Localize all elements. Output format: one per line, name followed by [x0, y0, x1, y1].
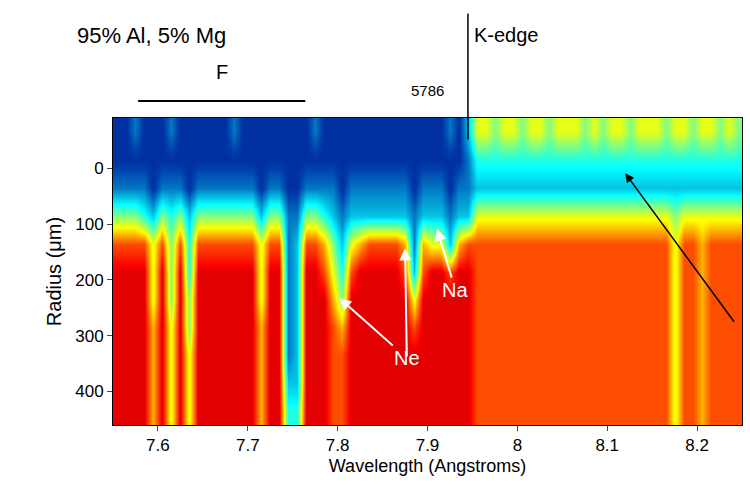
svg-text:200: 200 [75, 271, 103, 290]
svg-text:K-edge: K-edge [474, 24, 539, 46]
svg-text:Na: Na [442, 279, 468, 301]
svg-text:5786: 5786 [411, 82, 444, 99]
svg-text:Ne: Ne [394, 347, 420, 369]
svg-text:8.1: 8.1 [595, 436, 619, 455]
svg-text:Radius (μm): Radius (μm) [43, 217, 65, 326]
svg-text:8: 8 [513, 436, 522, 455]
svg-text:F: F [216, 61, 228, 83]
svg-text:8.2: 8.2 [685, 436, 709, 455]
svg-text:300: 300 [75, 327, 103, 346]
svg-text:7.7: 7.7 [236, 436, 260, 455]
svg-text:95% Al, 5% Mg: 95% Al, 5% Mg [77, 23, 226, 48]
svg-text:7.8: 7.8 [326, 436, 350, 455]
svg-text:0: 0 [94, 159, 103, 178]
svg-text:400: 400 [75, 382, 103, 401]
svg-text:7.9: 7.9 [416, 436, 440, 455]
svg-text:100: 100 [75, 215, 103, 234]
svg-text:7.6: 7.6 [146, 436, 170, 455]
svg-text:Wavelength (Angstroms): Wavelength (Angstroms) [329, 456, 526, 476]
